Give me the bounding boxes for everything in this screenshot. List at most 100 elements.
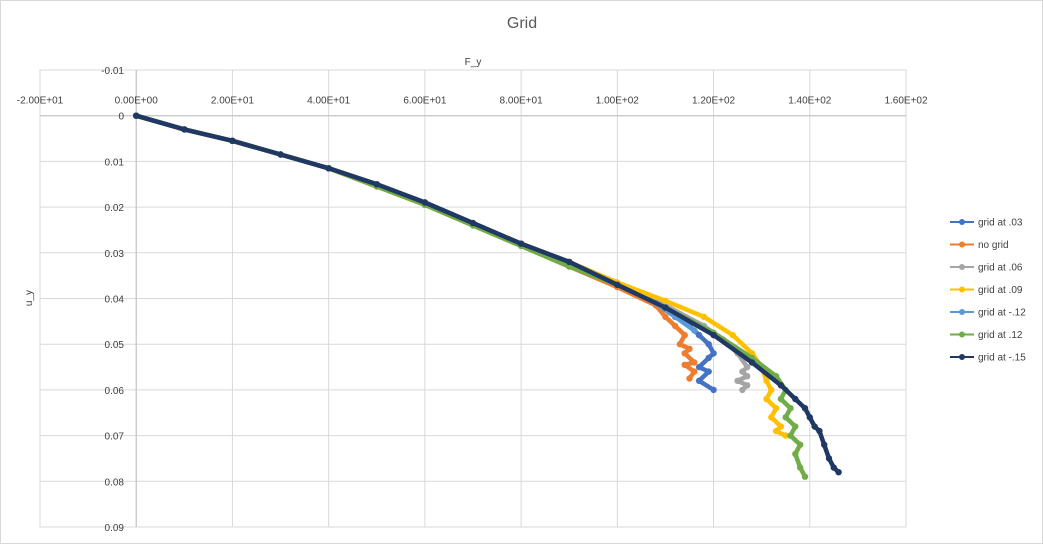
data-point xyxy=(744,373,751,380)
data-point xyxy=(469,219,477,227)
x-tick-label: 1.20E+02 xyxy=(692,96,736,107)
data-point xyxy=(277,151,284,158)
legend-label: grid at .09 xyxy=(978,285,1023,296)
x-tick-label: 1.00E+02 xyxy=(596,96,640,107)
data-point xyxy=(681,361,688,368)
legend-item: grid at -.15 xyxy=(950,353,1026,364)
x-tick-label: 1.60E+02 xyxy=(884,96,928,107)
data-point xyxy=(614,281,621,288)
legend-marker xyxy=(959,309,965,315)
legend-item: no grid xyxy=(950,240,1009,251)
legend-item: grid at .12 xyxy=(950,330,1023,341)
legend-label: grid at .06 xyxy=(978,263,1023,274)
x-tick-label: 2.00E+01 xyxy=(211,96,255,107)
y-tick-label: 0.01 xyxy=(105,157,125,168)
data-point xyxy=(806,414,813,421)
legend: grid at .03 no grid grid at .06 grid at .09… xyxy=(950,218,1026,364)
data-point xyxy=(777,423,785,430)
data-point xyxy=(768,386,775,394)
data-point xyxy=(695,331,703,339)
data-point xyxy=(744,363,751,371)
y-tick-label: 0.09 xyxy=(105,523,125,534)
data-point xyxy=(777,382,785,389)
data-point xyxy=(710,331,717,339)
data-point xyxy=(748,359,756,366)
y-tick-label: -0.01 xyxy=(101,66,124,77)
data-point xyxy=(744,382,751,389)
y-tick-label: 0 xyxy=(118,112,124,123)
data-point xyxy=(691,368,698,375)
data-point xyxy=(671,322,679,330)
data-point xyxy=(373,181,380,188)
data-point xyxy=(835,469,842,476)
legend-marker xyxy=(959,241,965,248)
data-point xyxy=(801,405,809,412)
data-point xyxy=(181,126,188,133)
data-point xyxy=(691,327,698,334)
legend-item: grid at -.12 xyxy=(950,308,1026,319)
data-point xyxy=(821,441,828,448)
data-point xyxy=(772,427,780,435)
data-point xyxy=(662,304,669,311)
data-point xyxy=(797,441,804,448)
y-tick-label: 0.06 xyxy=(105,386,125,397)
x-tick-label: -2.00E+01 xyxy=(17,96,64,107)
x-tick-label: 0.00E+00 xyxy=(115,96,159,107)
x-tick-label: 8.00E+01 xyxy=(500,96,544,107)
chart-title: Grid xyxy=(507,15,537,32)
legend-item: grid at .06 xyxy=(950,263,1023,274)
legend-marker xyxy=(959,264,965,270)
legend-item: grid at .09 xyxy=(950,285,1023,296)
data-point xyxy=(787,432,794,439)
y-tick-label: 0.04 xyxy=(105,295,125,306)
data-point xyxy=(782,432,789,439)
legend-label: grid at .03 xyxy=(978,218,1023,229)
data-point xyxy=(325,165,332,172)
legend-label: grid at -.12 xyxy=(978,308,1026,319)
data-point xyxy=(792,423,799,430)
y-tick-label: 0.08 xyxy=(105,477,125,488)
data-point xyxy=(792,395,799,403)
data-point xyxy=(662,297,669,304)
series-grid-at-15 xyxy=(133,112,842,476)
data-point xyxy=(710,350,717,357)
axes xyxy=(40,70,906,527)
legend-marker xyxy=(959,354,965,360)
data-point xyxy=(705,368,712,375)
data-point xyxy=(768,414,775,421)
data-point xyxy=(792,450,799,458)
data-point xyxy=(681,331,688,339)
legend-label: no grid xyxy=(978,240,1009,251)
x-tick-label: 6.00E+01 xyxy=(403,96,447,107)
y-axis-title: u_y xyxy=(24,290,35,306)
data-point xyxy=(133,112,140,119)
data-point xyxy=(777,395,785,403)
x-tick-label: 4.00E+01 xyxy=(307,96,351,107)
y-tick-label: 0.03 xyxy=(105,249,125,260)
data-point xyxy=(811,423,818,430)
data-point xyxy=(739,386,746,394)
y-tick-label: 0.02 xyxy=(105,203,125,214)
data-point xyxy=(695,377,703,384)
data-point xyxy=(729,331,736,339)
x-axis-title: F_y xyxy=(465,57,482,68)
legend-marker xyxy=(959,219,965,225)
legend-label: grid at .12 xyxy=(978,330,1023,341)
data-point xyxy=(710,386,717,394)
data-point xyxy=(763,377,770,384)
y-tick-label: 0.05 xyxy=(105,340,125,351)
tick-labels: -2.00E+01 0.00E+00 2.00E+01 4.00E+01 6.00E+0… xyxy=(17,66,928,534)
data-point xyxy=(695,363,703,371)
data-series xyxy=(133,112,842,480)
data-point xyxy=(739,368,746,375)
data-point xyxy=(825,455,833,462)
data-point xyxy=(676,341,684,348)
data-point xyxy=(662,313,669,320)
data-point xyxy=(734,377,741,384)
data-point xyxy=(566,258,573,266)
data-point xyxy=(681,350,688,357)
legend-marker xyxy=(959,331,965,338)
data-point xyxy=(705,341,712,348)
